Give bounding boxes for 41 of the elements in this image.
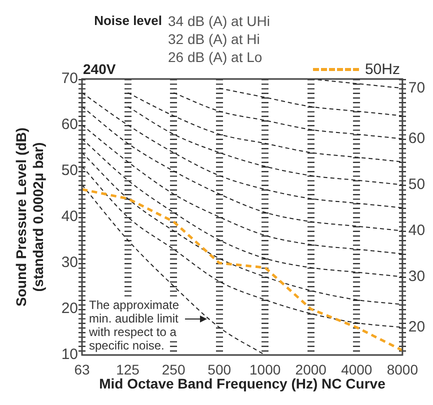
line-series [127, 106, 403, 186]
line-series [82, 184, 266, 355]
annotation: 50 [408, 176, 426, 193]
text: 26 dB (A) at Lo [168, 48, 264, 66]
line-series [82, 124, 403, 254]
text: 32 dB (A) at Hi [168, 30, 261, 48]
x-tick-label: 2000 [295, 361, 327, 378]
y-tick-label: 30 [61, 254, 78, 272]
line-series [82, 106, 403, 232]
y-axis-title: Sound Pressure Level (dB) (standard 0.0002μ bar) [13, 126, 47, 308]
x-tick-label: 4000 [341, 361, 372, 378]
chart-title: Noise level [94, 13, 162, 28]
legend-label: 50Hz [364, 61, 400, 78]
annotation: The approximate min. audible limit with respect to a specific noise. [88, 298, 180, 352]
x-tick-label: 63 [74, 361, 90, 378]
y-tick-label: 20 [61, 300, 78, 318]
text: 240V [83, 61, 116, 77]
y-tick-label: 50 [61, 162, 78, 180]
x-tick-label: 500 [208, 361, 232, 378]
line-series [173, 92, 403, 140]
annotation: 70 [408, 79, 426, 96]
annotation: 60 [408, 130, 426, 147]
line-series [80, 188, 404, 352]
x-tick-label: 8000 [386, 361, 418, 378]
y-tick-label: 60 [61, 116, 78, 134]
annotation: 40 [408, 222, 426, 239]
x-tick-label: 250 [162, 361, 186, 378]
text: 34 dB (A) at UHi [168, 12, 270, 30]
y-tick-label: 40 [61, 208, 78, 226]
x-tick-label: 1000 [250, 361, 281, 378]
line-series [218, 88, 403, 116]
line-series [127, 92, 403, 162]
line-series [82, 138, 403, 278]
y-tick-label: 70 [61, 70, 78, 88]
x-axis-title: Mid Octave Band Frequency (Hz) NC Curve [99, 375, 386, 392]
line-series [82, 166, 403, 328]
line-series [82, 92, 403, 208]
x-tick-label: 125 [116, 361, 140, 378]
annotation: 20 [408, 318, 426, 336]
annotation: 30 [408, 268, 426, 285]
y-tick-label: 10 [61, 346, 78, 364]
